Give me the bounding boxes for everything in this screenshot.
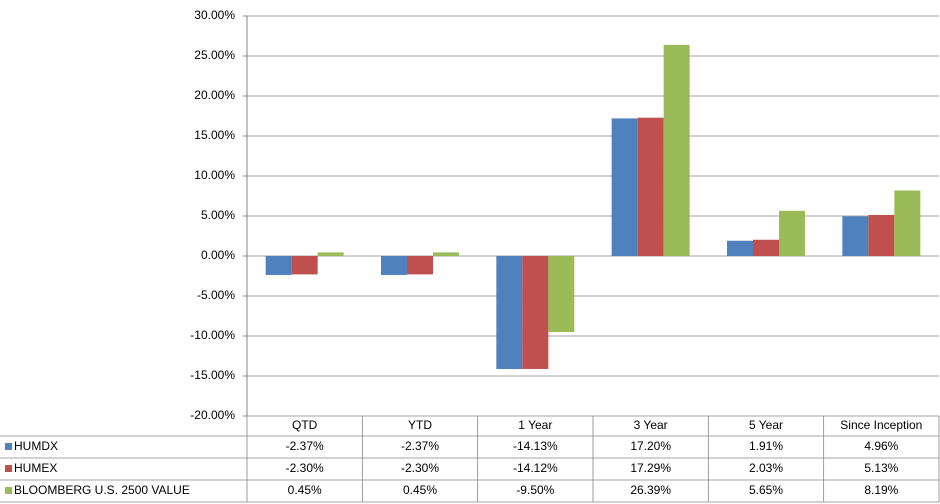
y-tick-label: -5.00% — [197, 288, 235, 302]
bar — [842, 216, 869, 256]
x-tick-label: YTD — [408, 418, 432, 432]
bar — [611, 118, 638, 257]
legend-key — [5, 443, 12, 450]
bar — [496, 256, 523, 370]
y-tick-label: -20.00% — [190, 408, 235, 422]
table-value: -9.50% — [516, 483, 554, 497]
bar — [433, 252, 459, 256]
table-value: 0.45% — [403, 483, 437, 497]
bar — [407, 256, 433, 275]
legend-label: HUMEX — [14, 461, 57, 475]
table-value: 5.65% — [749, 483, 783, 497]
bar — [265, 256, 292, 275]
table-value: -14.13% — [513, 439, 558, 453]
table-value: 8.19% — [864, 483, 898, 497]
table-value: 1.91% — [749, 439, 783, 453]
table-value: 5.13% — [864, 461, 898, 475]
bar — [663, 44, 690, 256]
bar — [548, 256, 575, 332]
legend-key — [5, 465, 12, 472]
y-tick-label: -15.00% — [190, 368, 235, 382]
y-tick-label: 30.00% — [194, 8, 235, 22]
table-value: 17.20% — [630, 439, 671, 453]
x-tick-label: 3 Year — [634, 418, 668, 432]
x-tick-label: Since Inception — [840, 418, 922, 432]
table-value: -2.30% — [401, 461, 439, 475]
table-value: -2.37% — [401, 439, 439, 453]
x-tick-label: 1 Year — [518, 418, 552, 432]
table-value: -2.37% — [286, 439, 324, 453]
y-tick-label: 25.00% — [194, 48, 235, 62]
bar — [894, 190, 921, 256]
y-tick-label: 0.00% — [201, 248, 235, 262]
bar — [522, 256, 549, 369]
y-tick-label: -10.00% — [190, 328, 235, 342]
bar — [637, 117, 664, 257]
bar — [727, 240, 753, 256]
y-tick-label: 20.00% — [194, 88, 235, 102]
table-value: -2.30% — [286, 461, 324, 475]
legend-key — [5, 487, 12, 494]
legend-label: BLOOMBERG U.S. 2500 VALUE — [14, 483, 190, 497]
table-value: 26.39% — [630, 483, 671, 497]
table-value: 0.45% — [288, 483, 322, 497]
bar — [291, 256, 318, 275]
y-tick-label: 5.00% — [201, 208, 235, 222]
y-tick-label: 10.00% — [194, 168, 235, 182]
bar — [753, 239, 779, 256]
table-value: 17.29% — [630, 461, 671, 475]
bar — [317, 252, 344, 256]
legend-label: HUMDX — [14, 439, 58, 453]
y-tick-label: 15.00% — [194, 128, 235, 142]
bar — [779, 210, 805, 256]
x-tick-label: QTD — [292, 418, 318, 432]
table-value: 2.03% — [749, 461, 783, 475]
x-tick-label: 5 Year — [749, 418, 783, 432]
table-value: 4.96% — [864, 439, 898, 453]
bar — [868, 214, 895, 256]
table-value: -14.12% — [513, 461, 558, 475]
bar — [381, 256, 407, 275]
